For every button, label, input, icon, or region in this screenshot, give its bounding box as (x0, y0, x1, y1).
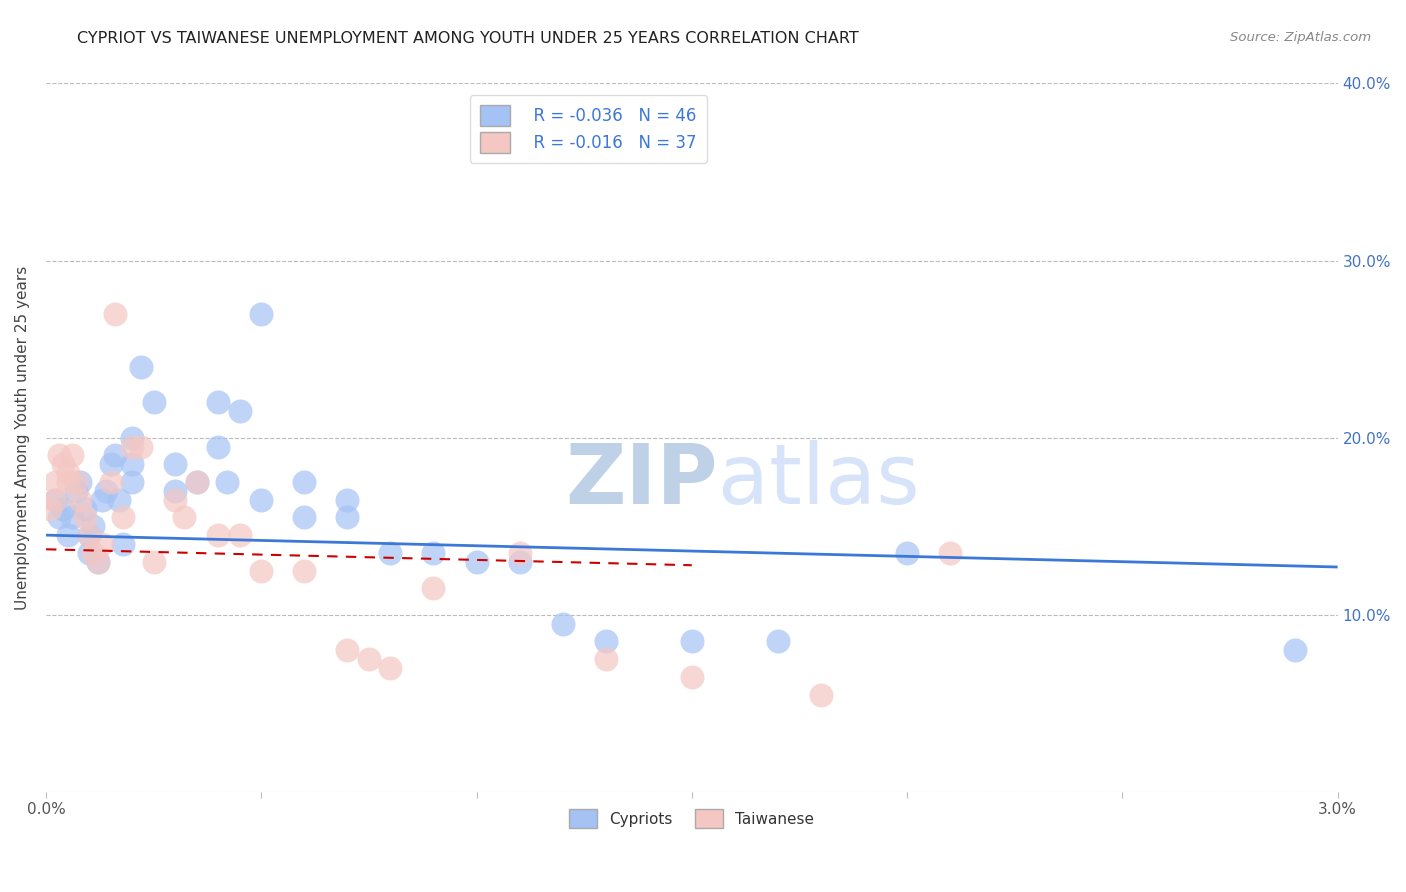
Point (228, 404, 250, 418)
Point (77, 546, 100, 560)
Point (44, 492, 66, 507)
Legend: Cypriots, Taiwanese: Cypriots, Taiwanese (564, 803, 820, 834)
Point (104, 307, 127, 321)
Point (357, 652, 380, 666)
Point (100, 475, 122, 489)
Point (100, 457, 122, 471)
Point (292, 564, 315, 578)
Point (336, 643, 359, 657)
Point (939, 546, 962, 560)
Point (292, 475, 315, 489)
Point (186, 475, 208, 489)
Text: ZIP: ZIP (565, 440, 717, 521)
Point (77, 528, 100, 542)
Point (104, 449, 127, 463)
Point (1284, 643, 1306, 657)
Point (73, 501, 96, 516)
Point (142, 555, 165, 569)
Point (422, 546, 444, 560)
Point (465, 555, 488, 569)
Point (509, 555, 531, 569)
Point (165, 483, 187, 498)
Text: atlas: atlas (717, 440, 920, 521)
Point (60, 510, 83, 524)
Text: Source: ZipAtlas.com: Source: ZipAtlas.com (1230, 31, 1371, 45)
Point (250, 564, 273, 578)
Point (681, 670, 703, 684)
Point (48, 510, 70, 524)
Point (56, 466, 79, 480)
Point (207, 440, 229, 454)
Point (121, 440, 143, 454)
Point (228, 528, 250, 542)
Point (73, 510, 96, 524)
Point (65, 475, 87, 489)
Point (60, 449, 83, 463)
Y-axis label: Unemployment Among Youth under 25 years: Unemployment Among Youth under 25 years (15, 266, 30, 610)
Point (121, 457, 143, 471)
Point (48, 449, 70, 463)
Point (65, 483, 87, 498)
Point (595, 652, 617, 666)
Point (336, 492, 359, 507)
Point (681, 634, 703, 648)
Point (86, 555, 108, 569)
Point (173, 510, 195, 524)
Point (422, 581, 444, 595)
Point (91, 492, 114, 507)
Point (82, 519, 104, 533)
Point (186, 475, 208, 489)
Point (69, 475, 91, 489)
Point (810, 688, 832, 702)
Point (165, 457, 187, 471)
Point (44, 475, 66, 489)
Point (509, 546, 531, 560)
Text: CYPRIOT VS TAIWANESE UNEMPLOYMENT AMONG YOUTH UNDER 25 YEARS CORRELATION CHART: CYPRIOT VS TAIWANESE UNEMPLOYMENT AMONG … (77, 31, 859, 46)
Point (44, 492, 66, 507)
Point (142, 395, 165, 409)
Point (91, 537, 114, 551)
Point (82, 546, 104, 560)
Point (129, 359, 152, 374)
Point (250, 492, 273, 507)
Point (121, 475, 143, 489)
Point (96, 483, 118, 498)
Point (69, 492, 91, 507)
Point (108, 492, 131, 507)
Point (112, 537, 135, 551)
Point (39, 501, 62, 516)
Point (56, 475, 79, 489)
Point (52, 457, 75, 471)
Point (336, 510, 359, 524)
Point (292, 510, 315, 524)
Point (380, 661, 402, 675)
Point (250, 307, 273, 321)
Point (165, 492, 187, 507)
Point (56, 528, 79, 542)
Point (112, 510, 135, 524)
Point (129, 440, 152, 454)
Point (551, 616, 574, 631)
Point (207, 395, 229, 409)
Point (52, 501, 75, 516)
Point (215, 475, 238, 489)
Point (380, 546, 402, 560)
Point (207, 528, 229, 542)
Point (896, 546, 918, 560)
Point (766, 634, 789, 648)
Point (77, 528, 100, 542)
Point (595, 634, 617, 648)
Point (86, 555, 108, 569)
Point (121, 431, 143, 445)
